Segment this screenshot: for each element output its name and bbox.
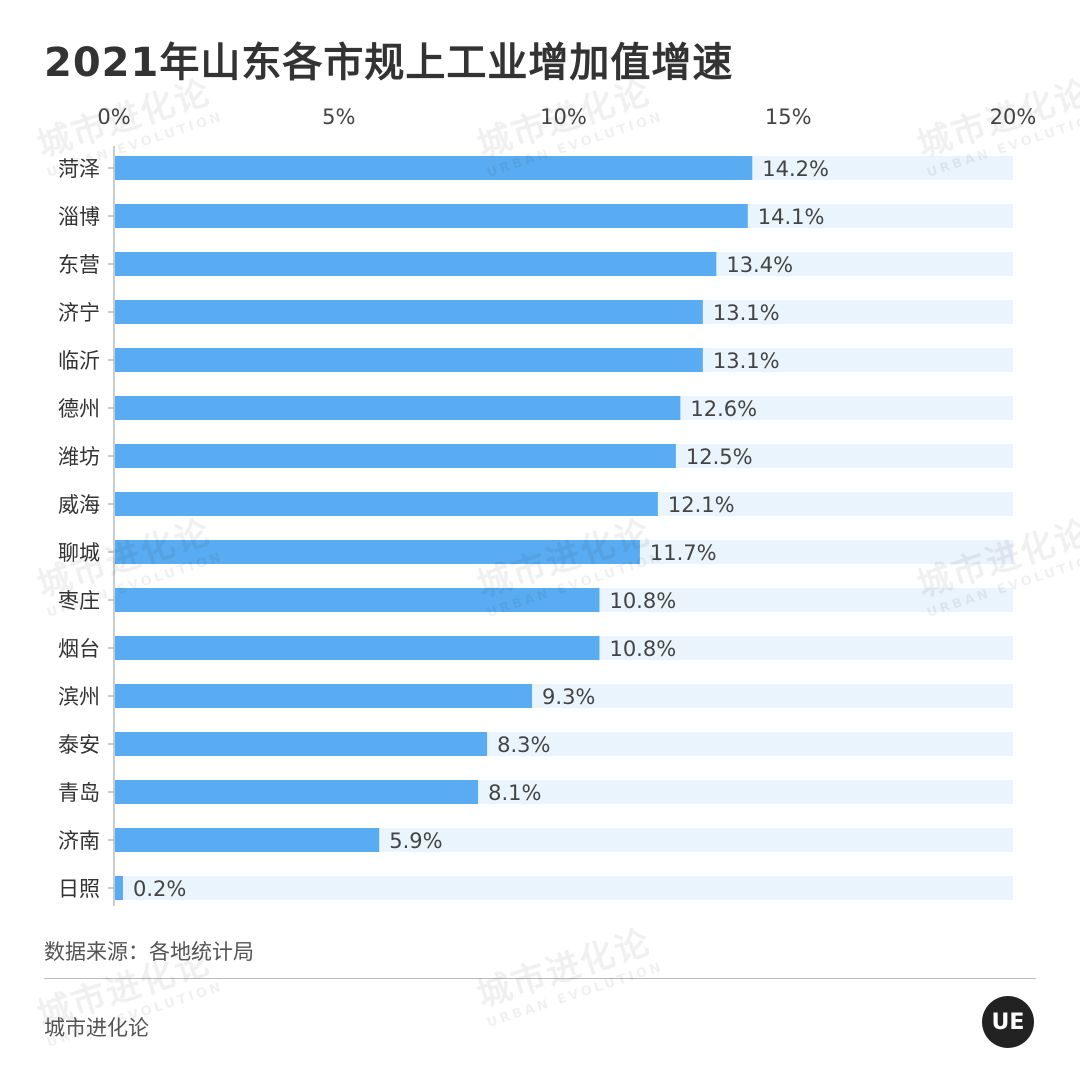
bar <box>115 828 380 852</box>
category-label: 日照 <box>58 877 100 901</box>
bar <box>115 396 681 420</box>
bar <box>115 540 640 564</box>
value-label: 12.1% <box>668 493 735 517</box>
value-label: 12.6% <box>690 397 757 421</box>
value-label: 9.3% <box>542 685 595 709</box>
category-label: 济宁 <box>58 301 100 325</box>
value-label: 0.2% <box>133 877 186 901</box>
category-label: 潍坊 <box>58 445 100 469</box>
chart-title: 2021年山东各市规上工业增加值增速 <box>44 40 734 86</box>
brand-logo: UE <box>982 996 1034 1048</box>
bar <box>115 636 600 660</box>
category-label: 泰安 <box>58 733 100 757</box>
x-tick-label: 5% <box>322 105 355 129</box>
x-tick-label: 15% <box>765 105 812 129</box>
divider <box>44 978 1036 979</box>
bar <box>115 300 703 324</box>
x-tick-label: 20% <box>990 105 1037 129</box>
category-label: 济南 <box>58 829 100 853</box>
value-label: 10.8% <box>609 637 676 661</box>
value-label: 14.2% <box>762 157 829 181</box>
category-label: 德州 <box>58 397 100 421</box>
x-tick-label: 0% <box>97 105 130 129</box>
value-label: 13.1% <box>713 301 780 325</box>
category-label: 滨州 <box>58 685 100 709</box>
value-label: 12.5% <box>686 445 753 469</box>
value-label: 5.9% <box>389 829 442 853</box>
bar <box>115 684 533 708</box>
category-label: 临沂 <box>58 349 100 373</box>
category-label: 淄博 <box>58 205 100 229</box>
value-label: 13.4% <box>726 253 793 277</box>
bar <box>115 204 748 228</box>
category-label: 青岛 <box>58 781 100 805</box>
bar <box>115 492 658 516</box>
category-label: 枣庄 <box>58 589 100 613</box>
value-label: 10.8% <box>609 589 676 613</box>
bar <box>115 780 479 804</box>
value-label: 8.3% <box>497 733 550 757</box>
brand-name: 城市进化论 <box>44 1016 149 1040</box>
bar <box>115 252 717 276</box>
watermark-8: 城市进化论 URBAN EVOLUTION <box>472 921 666 1031</box>
category-label: 威海 <box>58 493 100 517</box>
category-label: 聊城 <box>58 541 100 565</box>
value-label: 8.1% <box>488 781 541 805</box>
bar <box>115 588 600 612</box>
category-label: 东营 <box>58 253 100 277</box>
bar-track <box>115 876 1013 900</box>
bar <box>115 876 123 900</box>
value-label: 11.7% <box>650 541 717 565</box>
value-label: 13.1% <box>713 349 780 373</box>
bar <box>115 444 676 468</box>
bar <box>115 156 753 180</box>
category-label: 烟台 <box>58 637 100 661</box>
value-label: 14.1% <box>758 205 825 229</box>
source-note: 数据来源：各地统计局 <box>44 940 254 964</box>
x-tick-label: 10% <box>540 105 587 129</box>
category-label: 菏泽 <box>58 157 100 181</box>
bar-chart: 0% 5% 10% 15% 20% 菏泽 14.2% 淄博 14.1% 东营 13.4% 济宁 13.1… <box>58 105 1037 906</box>
bar <box>115 732 488 756</box>
bar <box>115 348 703 372</box>
